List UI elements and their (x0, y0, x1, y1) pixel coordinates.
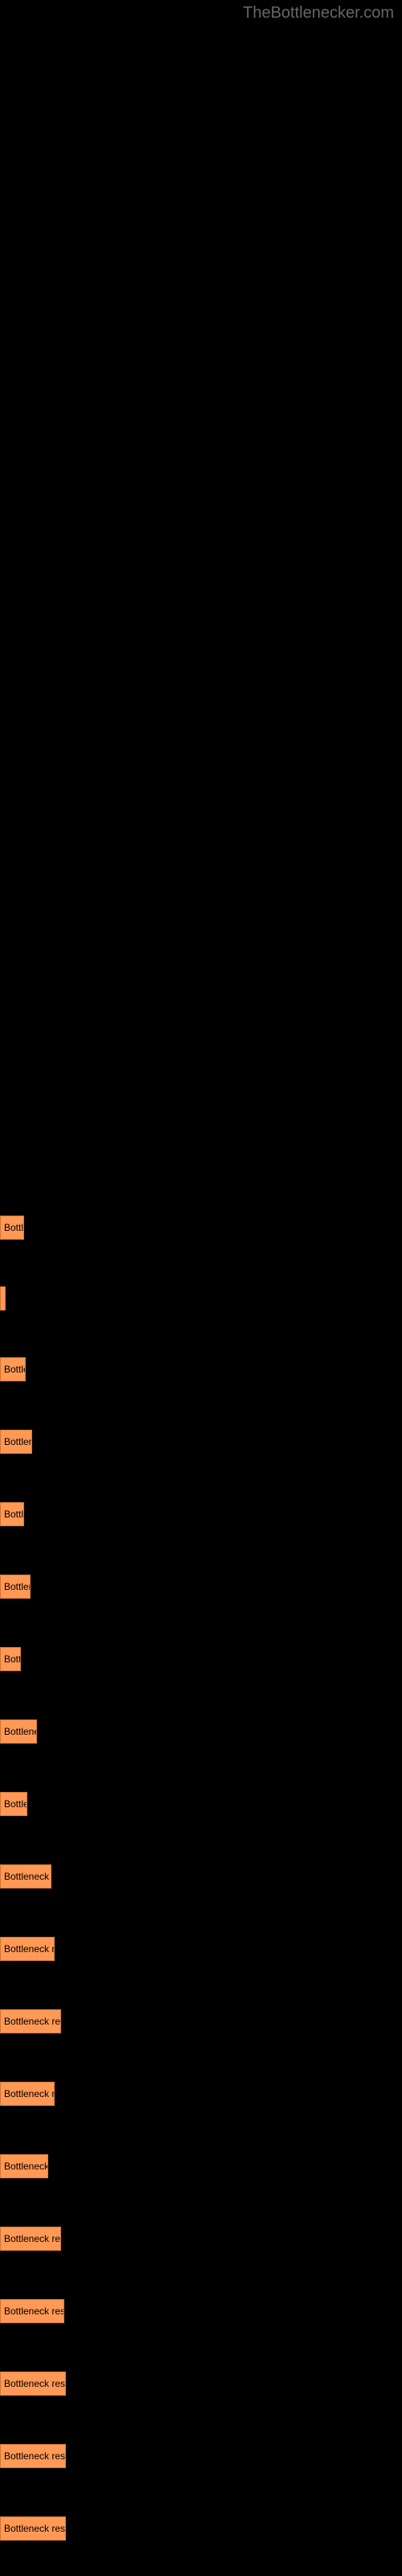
bar-7: Bottleneck (0, 1719, 37, 1744)
bar-container-17: Bottleneck result (0, 2444, 66, 2468)
bar-container-1 (0, 1286, 6, 1311)
bar-6: Bott (0, 1647, 21, 1671)
bar-18: Bottleneck result (0, 2516, 66, 2541)
bar-container-9: Bottleneck res (0, 1864, 51, 1889)
bar-container-16: Bottleneck result (0, 2372, 66, 2396)
bar-container-11: Bottleneck result (0, 2009, 61, 2033)
bar-12: Bottleneck resu (0, 2082, 55, 2106)
watermark-text: TheBottlenecker.com (243, 4, 394, 23)
bar-label-6: Bott (4, 1653, 21, 1665)
bar-container-14: Bottleneck result (0, 2227, 61, 2251)
bar-5: Bottlene (0, 1575, 31, 1599)
bar-label-4: Bottle (4, 1509, 24, 1520)
bar-3: Bottlenec (0, 1430, 32, 1454)
bar-label-10: Bottleneck resu (4, 1943, 55, 1955)
bar-0: Bottl (0, 1216, 24, 1240)
bar-label-7: Bottleneck (4, 1726, 37, 1737)
bar-container-12: Bottleneck resu (0, 2082, 55, 2106)
bar-4: Bottle (0, 1502, 24, 1526)
bar-container-13: Bottleneck re (0, 2154, 48, 2178)
bar-8: Bottler (0, 1792, 27, 1816)
bar-label-11: Bottleneck result (4, 2016, 61, 2027)
bar-11: Bottleneck result (0, 2009, 61, 2033)
bar-16: Bottleneck result (0, 2372, 66, 2396)
bar-9: Bottleneck res (0, 1864, 51, 1889)
bar-label-3: Bottlenec (4, 1436, 32, 1447)
bar-10: Bottleneck resu (0, 1937, 55, 1961)
bar-label-12: Bottleneck resu (4, 2088, 55, 2099)
chart-area: TheBottlenecker.com Bottl Bottle Bottlenec… (0, 0, 402, 2576)
bar-15: Bottleneck result (0, 2299, 64, 2323)
bar-17: Bottleneck result (0, 2444, 66, 2468)
bar-container-0: Bottl (0, 1216, 24, 1240)
bar-container-4: Bottle (0, 1502, 24, 1526)
bar-2: Bottle (0, 1357, 26, 1381)
bar-label-9: Bottleneck res (4, 1871, 51, 1882)
bar-label-2: Bottle (4, 1364, 26, 1375)
bar-label-0: Bottl (4, 1222, 23, 1233)
bar-container-15: Bottleneck result (0, 2299, 64, 2323)
bar-label-15: Bottleneck result (4, 2306, 64, 2317)
bar-13: Bottleneck re (0, 2154, 48, 2178)
bar-container-5: Bottlene (0, 1575, 31, 1599)
bar-container-18: Bottleneck result (0, 2516, 66, 2541)
bar-container-10: Bottleneck resu (0, 1937, 55, 1961)
bar-container-8: Bottler (0, 1792, 27, 1816)
bar-label-8: Bottler (4, 1798, 27, 1810)
bar-label-5: Bottlene (4, 1581, 31, 1592)
bar-label-17: Bottleneck result (4, 2450, 66, 2462)
bar-container-2: Bottle (0, 1357, 26, 1381)
bar-label-16: Bottleneck result (4, 2378, 66, 2389)
bar-1 (0, 1286, 6, 1311)
bar-label-13: Bottleneck re (4, 2161, 48, 2172)
bar-label-18: Bottleneck result (4, 2523, 66, 2534)
bar-label-14: Bottleneck result (4, 2233, 61, 2244)
bar-container-3: Bottlenec (0, 1430, 32, 1454)
bar-container-7: Bottleneck (0, 1719, 37, 1744)
bar-14: Bottleneck result (0, 2227, 61, 2251)
bar-container-6: Bott (0, 1647, 21, 1671)
